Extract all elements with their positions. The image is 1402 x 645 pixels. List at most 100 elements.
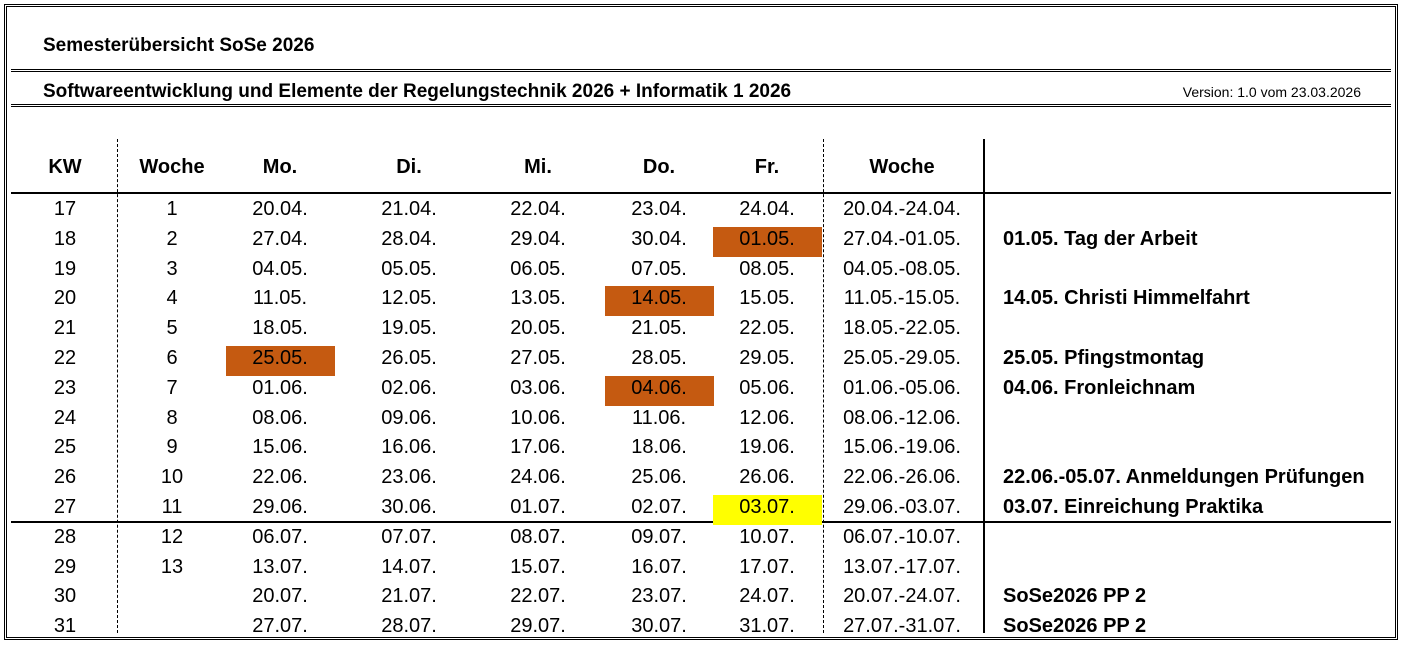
holiday-highlight: [712, 226, 822, 257]
cell-range: 20.04.-24.04.: [843, 198, 961, 220]
cell-woche: 5: [166, 317, 178, 340]
cell-mi: 22.04.: [510, 198, 566, 220]
cell-woche: 9: [166, 436, 178, 459]
cell-mo: 20.07.: [252, 585, 308, 608]
semester-overview-sheet: Semesterübersicht SoSe 2026 Softwareentw…: [4, 4, 1398, 640]
cell-kw: 22: [53, 347, 77, 369]
cell-woche: 6: [166, 347, 178, 369]
cell-mo: 22.06.: [252, 466, 308, 489]
cell-kw: 29: [53, 555, 77, 578]
column-divider: [983, 139, 985, 633]
cell-kw: 20: [53, 287, 77, 310]
cell-di: 21.04.: [381, 198, 437, 220]
cell-mi: 22.07.: [510, 585, 566, 608]
cell-kw: 19: [53, 257, 77, 280]
cell-do: 23.07.: [631, 585, 687, 608]
cell-mi: 20.05.: [510, 317, 566, 340]
cell-di: 21.07.: [381, 585, 437, 608]
cell-mi: 17.06.: [510, 436, 566, 459]
cell-note: SoSe2026 PP 2: [1003, 615, 1147, 638]
cell-mi: 29.04.: [510, 227, 566, 250]
table-row: 27 11 29.06. 30.06. 01.07. 02.07. 03.07. 29.06.…: [11, 493, 1391, 525]
cell-woche: 8: [166, 406, 178, 429]
header-mo: Mo.: [262, 156, 298, 178]
cell-do: 07.05.: [631, 257, 687, 280]
holiday-highlight: [604, 286, 714, 317]
cell-di: 07.07.: [381, 525, 437, 548]
deadline-highlight: [712, 495, 822, 525]
column-divider: [117, 139, 118, 633]
cell-note: 14.05. Christi Himmelfahrt: [1003, 287, 1250, 310]
cell-woche: 13: [160, 555, 184, 578]
cell-note: SoSe2026 PP 2: [1003, 585, 1147, 608]
table-row: 20 4 11.05. 12.05. 13.05. 14.05. 15.05. 11.05.-…: [11, 284, 1391, 317]
cell-mi: 27.05.: [510, 347, 566, 369]
cell-di: 26.05.: [381, 347, 437, 369]
cell-range: 08.06.-12.06.: [843, 406, 961, 429]
cell-mi: 29.07.: [510, 615, 566, 638]
cell-note: 01.05. Tag der Arbeit: [1003, 227, 1198, 250]
table-row: 26 10 22.06. 23.06. 24.06. 25.06. 26.06. 22.06.…: [11, 463, 1391, 493]
sheet-title: Semesterübersicht SoSe 2026: [43, 35, 315, 56]
cell-fr: 29.05.: [739, 347, 795, 369]
cell-mo: 27.04.: [252, 227, 308, 250]
title-band: Semesterübersicht SoSe 2026: [11, 11, 1391, 72]
cell-fr: 17.07.: [739, 555, 795, 578]
cell-woche: 12: [160, 525, 184, 548]
cell-woche: 2: [166, 227, 178, 250]
cell-range: 01.06.-05.06.: [843, 376, 961, 399]
cell-woche: 4: [166, 287, 178, 310]
cell-fr: 24.04.: [739, 198, 795, 220]
cell-mo: 25.05.: [252, 347, 308, 369]
cell-kw: 30: [53, 585, 77, 608]
cell-do: 02.07.: [631, 496, 687, 518]
cell-woche: 7: [166, 376, 178, 399]
cell-kw: 25: [53, 436, 77, 459]
cell-fr: 05.06.: [739, 376, 795, 399]
header-woche: Woche: [139, 156, 205, 178]
cell-kw: 26: [53, 466, 77, 489]
cell-mo: 20.04.: [252, 198, 308, 220]
cell-mo: 06.07.: [252, 525, 308, 548]
cell-do: 21.05.: [631, 317, 687, 340]
header-kw: KW: [48, 156, 82, 178]
cell-fr: 31.07.: [739, 615, 795, 638]
cell-do: 16.07.: [631, 555, 687, 578]
cell-mi: 06.05.: [510, 257, 566, 280]
cell-range: 13.07.-17.07.: [843, 555, 961, 578]
cell-kw: 18: [53, 227, 77, 250]
column-divider: [823, 139, 824, 633]
cell-do: 28.05.: [631, 347, 687, 369]
cell-fr: 10.07.: [739, 525, 795, 548]
cell-mi: 01.07.: [510, 496, 566, 518]
cell-fr: 08.05.: [739, 257, 795, 280]
cell-di: 19.05.: [381, 317, 437, 340]
header-week-range: Woche: [869, 156, 935, 178]
cell-do: 18.06.: [631, 436, 687, 459]
cell-fr: 19.06.: [739, 436, 795, 459]
cell-range: 11.05.-15.05.: [843, 287, 961, 310]
cell-fr: 01.05.: [739, 227, 795, 250]
cell-range: 22.06.-26.06.: [843, 466, 961, 489]
cell-mo: 08.06.: [252, 406, 308, 429]
cell-do: 30.07.: [631, 615, 687, 638]
course-title: Softwareentwicklung und Elemente der Reg…: [43, 81, 792, 102]
table-row: 24 8 08.06. 09.06. 10.06. 11.06. 12.06. 08.06.-…: [11, 404, 1391, 434]
cell-mo: 13.07.: [252, 555, 308, 578]
cell-kw: 21: [53, 317, 77, 340]
cell-fr: 03.07.: [739, 496, 795, 518]
cell-do: 14.05.: [631, 287, 687, 310]
cell-di: 16.06.: [381, 436, 437, 459]
cell-do: 04.06.: [631, 376, 687, 399]
cell-di: 30.06.: [381, 496, 437, 518]
cell-mi: 24.06.: [510, 466, 566, 489]
cell-mo: 18.05.: [252, 317, 308, 340]
cell-note: 04.06. Fronleichnam: [1003, 376, 1196, 399]
cell-di: 02.06.: [381, 376, 437, 399]
cell-do: 30.04.: [631, 227, 687, 250]
header-di: Di.: [396, 156, 422, 178]
cell-di: 28.07.: [381, 615, 437, 638]
cell-mi: 10.06.: [510, 406, 566, 429]
semester-break-separator: [11, 521, 1391, 523]
cell-mi: 08.07.: [510, 525, 566, 548]
